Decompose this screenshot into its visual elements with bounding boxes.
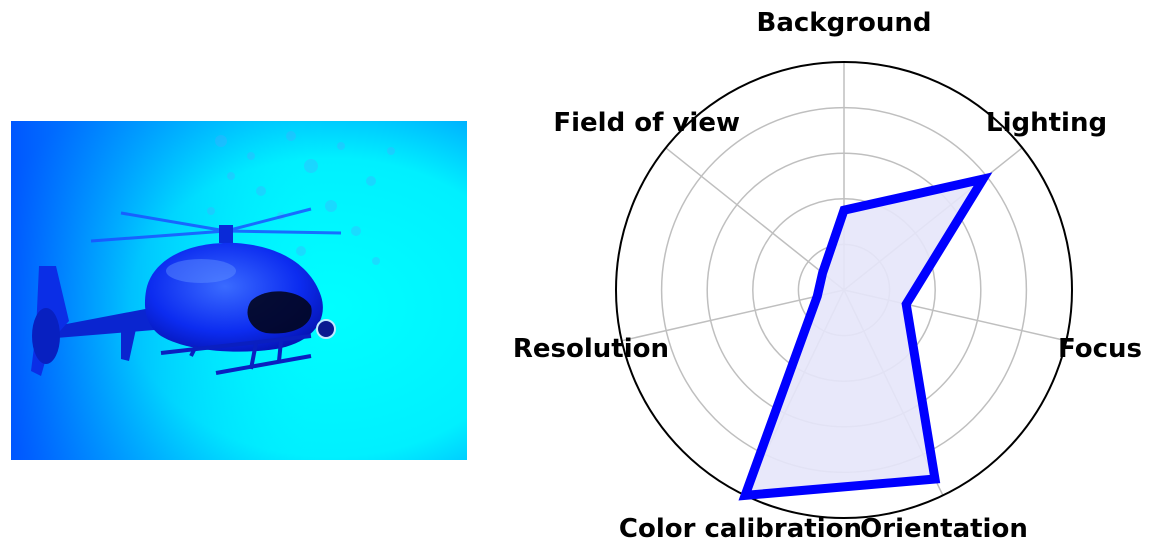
axis-label: Field of view xyxy=(553,108,740,138)
grid-spoke xyxy=(665,147,845,291)
axis-label: Color calibration xyxy=(619,514,862,544)
axis-label: Background xyxy=(757,8,932,38)
axis-label: Resolution xyxy=(513,334,669,364)
radar-chart: Background Lighting Focus Orientation Color … xyxy=(480,0,1152,548)
axis-label: Lighting xyxy=(986,108,1107,138)
helicopter-photo xyxy=(11,121,467,460)
grid-spoke xyxy=(621,289,845,342)
axis-label: Focus xyxy=(1058,334,1142,364)
radar-series-layer xyxy=(738,172,993,501)
axis-label: Orientation xyxy=(860,514,1028,544)
radar-axis-labels: Background Lighting Focus OrientationColor … xyxy=(513,8,1142,544)
radar-series-polygon xyxy=(738,172,993,501)
radar-frame xyxy=(615,61,1073,519)
